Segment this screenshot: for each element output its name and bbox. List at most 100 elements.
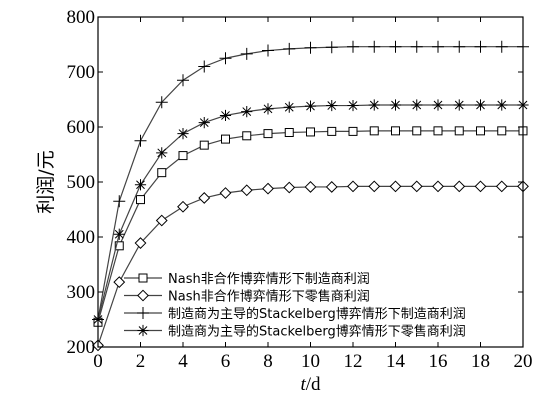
data-point-plus — [495, 40, 508, 53]
data-point-star — [219, 109, 232, 122]
legend: Nash非合作博弈情形下制造商利润 Nash非合作博弈情形下零售商利润制造商为主导… — [124, 271, 466, 340]
data-point-diamond — [113, 276, 126, 289]
data-point-star — [177, 128, 189, 140]
data-point-square — [476, 126, 485, 136]
series-layer — [92, 40, 529, 352]
data-point-star — [432, 99, 444, 111]
series-4 — [92, 99, 529, 326]
data-point-diamond — [347, 180, 359, 193]
data-point-diamond — [495, 180, 508, 193]
legend-entry-4: 制造商为主导的Stackelberg博弈情形下零售商利润 — [124, 324, 466, 340]
data-point-diamond — [155, 214, 168, 227]
data-point-plus — [134, 134, 147, 147]
series-1 — [93, 126, 528, 327]
data-point-square — [136, 195, 145, 205]
data-point-plus — [368, 40, 381, 53]
x-axis-label-unit: /d — [306, 374, 321, 395]
data-point-star — [347, 99, 359, 112]
data-point-square — [199, 140, 209, 150]
x-tick-label: 12 — [344, 351, 363, 372]
legend-label: Nash非合作博弈情形下零售商利润 — [168, 289, 370, 305]
data-point-plus — [453, 40, 466, 53]
y-tick-label: 700 — [67, 62, 96, 83]
data-point-plus — [177, 74, 189, 87]
y-tick-label: 300 — [67, 282, 96, 303]
y-tick-label: 500 — [67, 172, 96, 193]
data-point-plus — [240, 47, 253, 60]
data-point-square — [327, 126, 337, 136]
x-axis-label-variable: t — [300, 374, 306, 395]
data-point-plus — [325, 41, 338, 54]
data-point-star — [389, 99, 402, 111]
data-point-star — [262, 103, 274, 115]
data-point-plus — [198, 60, 211, 73]
data-point-star — [241, 106, 253, 118]
series-3 — [92, 40, 529, 326]
data-point-plus — [219, 52, 232, 65]
legend-entry-1: Nash非合作博弈情形下制造商利润 — [124, 271, 370, 287]
data-point-plus — [432, 40, 444, 53]
data-point-diamond — [198, 192, 211, 204]
y-tick-label: 600 — [67, 117, 96, 138]
data-point-diamond — [325, 181, 338, 193]
data-point-diamond — [368, 180, 381, 193]
data-point-square — [412, 126, 422, 136]
y-axis-label: 利润/元 — [35, 150, 57, 213]
x-tick-label: 6 — [221, 351, 231, 372]
legend-label: 制造商为主导的Stackelberg博弈情形下制造商利润 — [168, 306, 466, 322]
x-tick-label: 2 — [136, 351, 146, 372]
x-tick-label: 8 — [263, 351, 273, 372]
x-tick-label: 14 — [386, 351, 406, 372]
data-point-diamond — [410, 180, 423, 193]
data-point-plus — [137, 307, 149, 319]
data-point-star — [113, 228, 125, 240]
data-point-diamond — [474, 180, 487, 193]
y-tick-label: 200 — [67, 337, 96, 358]
data-point-square — [263, 129, 273, 139]
data-point-diamond — [304, 181, 317, 193]
data-point-diamond — [262, 182, 274, 195]
data-point-plus — [262, 44, 274, 57]
data-point-square — [284, 128, 294, 137]
data-point-plus — [304, 41, 317, 54]
data-point-plus — [410, 40, 423, 53]
data-point-star — [198, 117, 210, 129]
data-point-diamond — [219, 187, 232, 199]
x-tick-label: 16 — [429, 351, 448, 372]
x-tick-label: 10 — [301, 351, 320, 372]
data-point-plus — [283, 42, 296, 55]
y-tick-label: 800 — [67, 7, 96, 28]
data-point-square — [242, 131, 252, 141]
series-line — [97, 104, 523, 320]
data-point-diamond — [137, 289, 149, 302]
data-point-star — [134, 179, 147, 191]
data-point-square — [454, 126, 464, 136]
data-point-diamond — [453, 180, 466, 193]
data-point-diamond — [240, 184, 253, 197]
x-tick-label: 0 — [93, 351, 103, 372]
data-point-square — [157, 168, 167, 178]
data-point-square — [391, 126, 400, 136]
data-point-diamond — [134, 237, 147, 249]
data-point-square — [178, 151, 188, 161]
data-point-star — [326, 99, 338, 112]
data-point-star — [496, 99, 508, 111]
data-point-square — [138, 273, 148, 283]
data-point-diamond — [389, 180, 402, 193]
data-point-square — [221, 134, 230, 144]
data-point-square — [114, 241, 124, 251]
data-point-star — [411, 99, 423, 111]
data-point-plus — [474, 40, 487, 53]
ticks-layer: 0 2 4 6 8 10 12 14 16 18 20 200 300 400 500 600 700 800 — [67, 7, 533, 372]
data-point-square — [306, 127, 315, 137]
data-point-star — [156, 147, 168, 159]
data-point-square — [433, 126, 443, 136]
x-tick-label: 4 — [178, 351, 188, 372]
data-point-star — [283, 101, 295, 113]
data-point-plus — [347, 40, 359, 53]
series-2 — [92, 180, 529, 352]
legend-entry-2: Nash非合作博弈情形下零售商利润 — [124, 289, 370, 305]
data-point-star — [368, 99, 380, 111]
x-tick-label: 18 — [471, 351, 490, 372]
